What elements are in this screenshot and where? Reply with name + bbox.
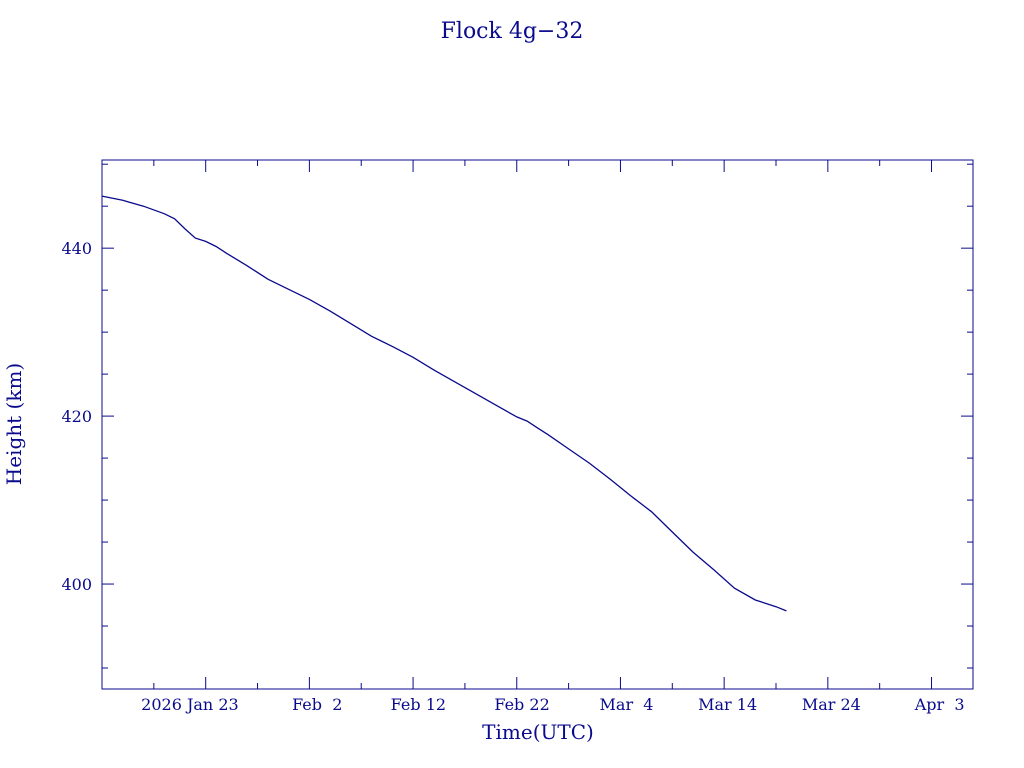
plot-frame <box>101 159 974 690</box>
x-tick-label: Apr 3 <box>914 695 965 714</box>
y-tick-label: 440 <box>61 239 92 258</box>
chart-title: Flock 4g−32 <box>441 19 584 44</box>
x-axis-tick-labels: 2026 Jan 23 Feb 2 Feb 12 Feb 22 Mar 4 Mar 14 M… <box>141 695 964 714</box>
y-tick-label: 400 <box>61 575 92 594</box>
x-axis-ticks <box>101 160 933 689</box>
x-tick-label: 2026 Jan 23 <box>141 695 239 714</box>
x-tick-label: Feb 22 <box>494 695 549 714</box>
y-axis-tick-labels: 400 420 440 <box>61 239 92 594</box>
x-tick-label: Feb 2 <box>292 695 342 714</box>
y-axis-label: Height (km) <box>2 363 26 485</box>
y-axis-ticks <box>102 163 973 669</box>
x-tick-label: Mar 14 <box>698 695 757 714</box>
x-tick-label: Mar 24 <box>802 695 861 714</box>
x-tick-label: Feb 12 <box>391 695 446 714</box>
y-tick-label: 420 <box>61 407 92 426</box>
x-axis-label: Time(UTC) <box>482 720 594 744</box>
series-line-height <box>101 195 787 612</box>
x-tick-label: Mar 4 <box>600 695 654 714</box>
